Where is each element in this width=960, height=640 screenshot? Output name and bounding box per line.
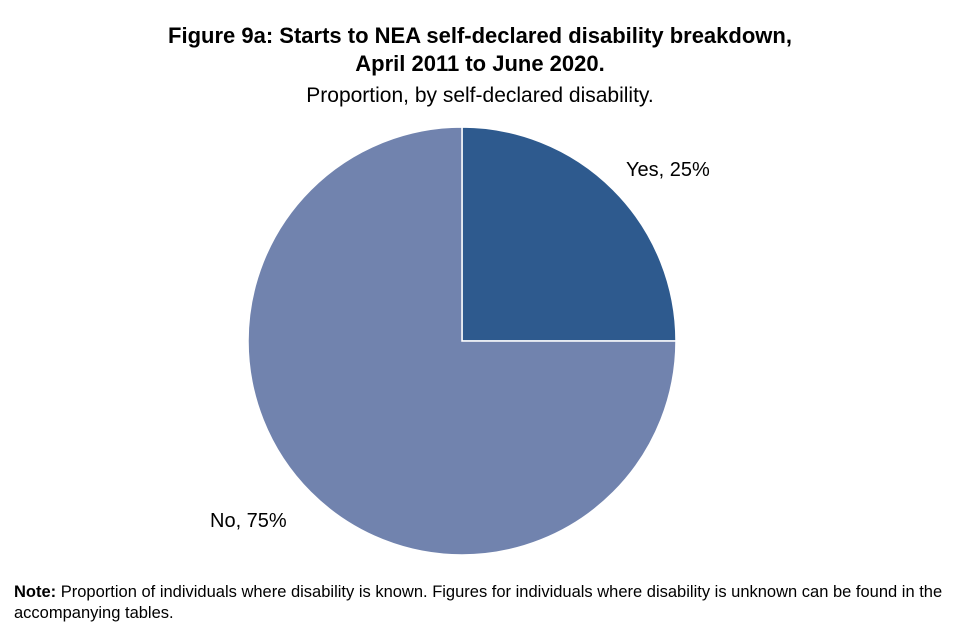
chart-title-line2: April 2011 to June 2020. (355, 51, 605, 76)
note-text: Proportion of individuals where disabili… (14, 583, 943, 622)
slice-label-yes: Yes, 25% (626, 159, 710, 181)
chart-subtitle: Proportion, by self-declared disability. (306, 84, 654, 107)
pie-slice-yes (461, 126, 677, 342)
chart-title-line1: Figure 9a: Starts to NEA self-declared d… (168, 23, 792, 48)
slice-label-no: No, 75% (210, 510, 287, 532)
chart-note: Note: Proportion of individuals where di… (14, 582, 944, 624)
pie-slices (247, 126, 677, 556)
note-label: Note: (14, 583, 57, 601)
pie-slice-no (247, 126, 677, 556)
pie-labels: Yes, 25% No, 75% (210, 159, 710, 532)
